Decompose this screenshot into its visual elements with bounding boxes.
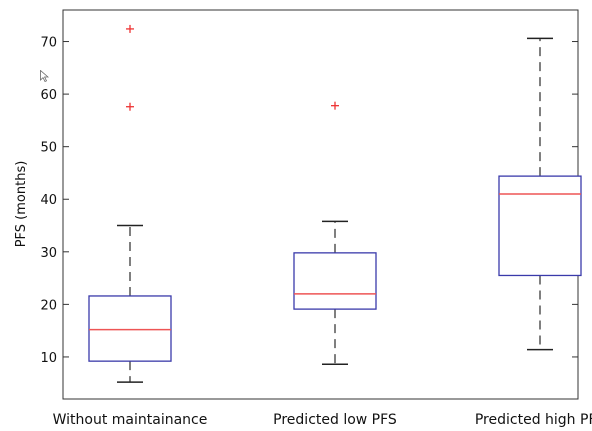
x-category-label-2: Predicted low PFS	[273, 412, 397, 428]
boxes-group	[88, 24, 582, 383]
outlier-1	[331, 101, 339, 110]
y-tick-label-10: 10	[40, 351, 57, 366]
box-2	[293, 101, 377, 366]
y-tick-label-60: 60	[40, 88, 57, 103]
y-axis-title: PFS (months)	[14, 161, 29, 248]
x-category-label-1: Without maintainance	[53, 412, 208, 428]
mouse-cursor-icon	[40, 70, 49, 82]
x-axis-labels: Without maintainance Predicted low PFS Pre…	[53, 412, 592, 428]
outlier-2	[126, 24, 134, 33]
iqr-box	[498, 175, 582, 277]
iqr-box	[88, 295, 172, 362]
box-1	[88, 24, 172, 383]
y-tick-label-50: 50	[40, 141, 57, 156]
iqr-box	[293, 252, 377, 310]
y-tick-label-30: 30	[40, 246, 57, 261]
y-axis-ticks: 10 20 30 40 50 60 70	[40, 36, 578, 366]
box-3	[498, 37, 582, 351]
x-category-label-3: Predicted high PFS	[475, 412, 592, 428]
y-tick-label-70: 70	[40, 36, 57, 51]
outlier-1	[126, 102, 134, 111]
y-tick-label-20: 20	[40, 298, 57, 313]
y-tick-label-40: 40	[40, 193, 57, 208]
